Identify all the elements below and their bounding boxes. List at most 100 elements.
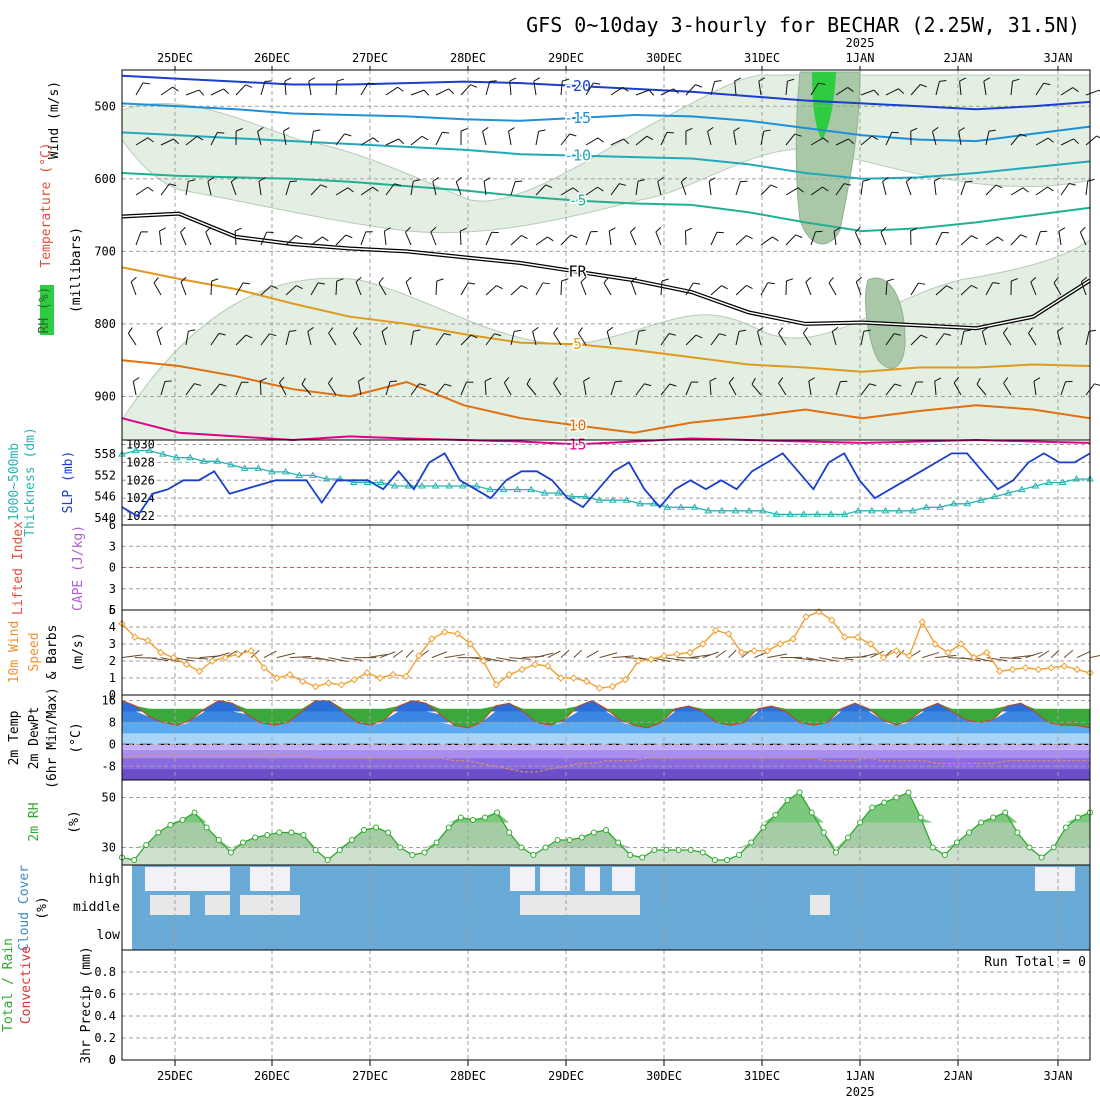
- wind-barb-feather: [910, 127, 918, 132]
- wind-barb: [960, 181, 966, 196]
- wind-barb: [405, 281, 412, 296]
- wind-speed-point: [1034, 665, 1043, 674]
- wind-barb: [1085, 181, 1089, 196]
- wind-barb: [810, 137, 824, 146]
- wind-barb: [932, 131, 937, 146]
- wind-barb-feather: [637, 179, 646, 182]
- wind-barb-10m: [367, 653, 388, 659]
- wind-barb-feather: [869, 383, 877, 387]
- wind-barb: [860, 383, 870, 396]
- wind-barb-feather: [242, 282, 250, 285]
- rh-point: [917, 814, 924, 821]
- cloud-clear-high: [540, 867, 570, 891]
- wind-speed-point: [892, 647, 901, 655]
- wind-barb-10m: [263, 650, 277, 659]
- wind-barb: [210, 88, 224, 96]
- wind-barb-feather: [219, 383, 227, 387]
- wind-barb-feather: [1019, 133, 1027, 137]
- axis-label: RH (%): [37, 287, 52, 334]
- wind-speed-line: [121, 610, 1091, 689]
- wind-speed-point: [1008, 665, 1017, 674]
- wind-barb: [385, 183, 395, 196]
- wind-barb-feather: [606, 326, 614, 332]
- wind-barb: [959, 81, 962, 96]
- thickness-point: [908, 506, 917, 514]
- wind-barb: [355, 281, 362, 296]
- wind-barb-feather: [460, 127, 468, 132]
- bottom-date-label: 29DEC: [548, 1069, 584, 1083]
- wind-barb: [360, 82, 369, 96]
- cloud-cover-panel: high middle low Cloud Cover (%): [17, 864, 1091, 951]
- wind-barb: [810, 231, 816, 246]
- wind-barb-10m: [1063, 649, 1074, 658]
- y-tick-label: 800: [94, 317, 116, 331]
- thickness-point: [827, 510, 835, 517]
- wind-barb-feather: [313, 129, 321, 132]
- wind-speed-point: [531, 660, 539, 669]
- wind-barb-feather: [847, 87, 854, 92]
- wind-speed-point: [918, 618, 926, 626]
- wind-barb: [760, 282, 769, 296]
- wind-barb-feather: [448, 88, 455, 95]
- wind-barb: [660, 333, 670, 346]
- wind-barb: [710, 232, 718, 246]
- li-tick-label: 6: [109, 603, 116, 617]
- wind-barb: [285, 285, 297, 296]
- wind-barb: [460, 381, 467, 396]
- thickness-point: [704, 506, 713, 514]
- wind-barb: [185, 331, 189, 346]
- wind-barb-feather: [347, 187, 354, 193]
- rh-point: [385, 829, 392, 836]
- cloud-clear-high: [250, 867, 290, 891]
- wind-barb: [958, 131, 962, 146]
- wind-barb: [285, 235, 297, 246]
- thickness-point: [772, 510, 781, 517]
- wind-barb: [560, 280, 563, 296]
- wind-barb-10m: [560, 649, 570, 658]
- wind-barb: [460, 282, 469, 296]
- wind-barb-10m: [702, 651, 719, 659]
- wind-barb-feather: [661, 278, 669, 282]
- wind-barb-feather: [1028, 327, 1034, 334]
- wind-speed-point: [879, 653, 888, 662]
- top-date-label: 2JAN: [944, 51, 973, 65]
- wind-barb: [835, 138, 849, 146]
- wind-speed-point: [737, 648, 746, 657]
- wind-barb: [1058, 231, 1062, 246]
- wind-speed-point: [428, 635, 436, 643]
- wind-barb-feather: [1087, 178, 1095, 182]
- rh-point: [276, 829, 283, 836]
- rh-tick-label: 50: [102, 791, 116, 805]
- wind-barb-feather: [337, 78, 345, 82]
- thickness-point: [990, 492, 999, 500]
- wind-speed-point: [711, 626, 720, 635]
- wind-barb: [1085, 331, 1090, 346]
- wind-barb: [734, 81, 737, 96]
- wind-barb-feather: [992, 282, 1000, 285]
- axis-label: 1000~500mb: [7, 443, 22, 521]
- rh-point: [1002, 809, 1009, 816]
- wind-barb: [1010, 133, 1021, 146]
- wind-barb-feather: [808, 377, 816, 382]
- wind-barb-10m: [715, 650, 727, 659]
- wind-barb-feather: [733, 127, 740, 132]
- bottom-date-label: 31DEC: [744, 1069, 780, 1083]
- wind-barb: [910, 334, 922, 346]
- wind-barb-feather: [946, 285, 953, 290]
- wind-barb-10m: [509, 657, 531, 660]
- wind-barb: [210, 132, 218, 146]
- wind-barb: [933, 181, 937, 196]
- rh-point: [724, 857, 730, 863]
- thickness-point: [254, 464, 263, 471]
- wind-barb: [1028, 332, 1037, 346]
- rh-point: [1074, 814, 1081, 821]
- wind-barb: [833, 231, 837, 246]
- wind-barb: [1053, 282, 1062, 296]
- wind-barb-feather: [295, 234, 303, 239]
- axis-label: Convective: [19, 946, 34, 1024]
- wind-barb-feather: [133, 377, 140, 382]
- wind-barb-feather: [934, 377, 942, 382]
- wind-barb-feather: [484, 377, 492, 382]
- precip-tick-label: 0: [109, 1053, 116, 1067]
